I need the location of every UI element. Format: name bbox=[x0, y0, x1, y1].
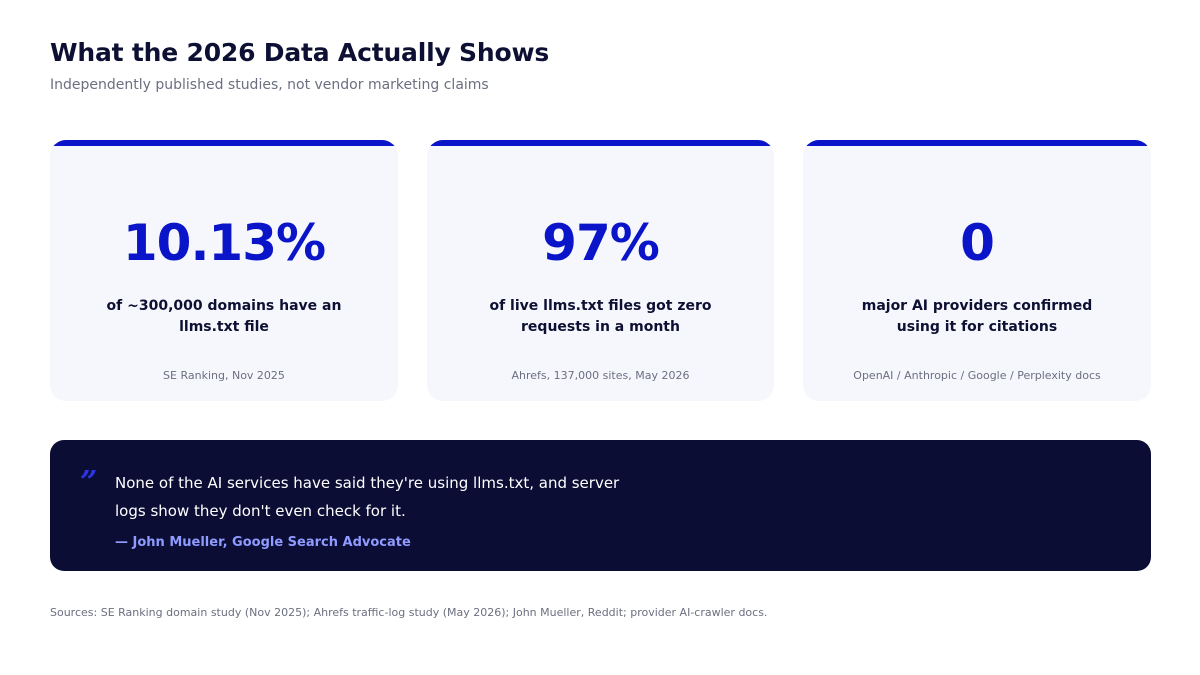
stat-value: 0 bbox=[960, 214, 995, 272]
quote-text: None of the AI services have said they'r… bbox=[115, 474, 620, 520]
page-title: What the 2026 Data Actually Shows bbox=[50, 38, 550, 67]
stat-source: SE Ranking, Nov 2025 bbox=[163, 369, 285, 382]
stat-card-accent-bar bbox=[803, 140, 1151, 146]
stat-card-providers: 0 major AI providers confirmed using it … bbox=[803, 140, 1151, 401]
stat-source: OpenAI / Anthropic / Google / Perplexity… bbox=[853, 369, 1101, 382]
stat-value: 10.13% bbox=[122, 214, 326, 272]
quote-panel: ” None of the AI services have said they… bbox=[50, 440, 1151, 571]
stat-source: Ahrefs, 137,000 sites, May 2026 bbox=[511, 369, 690, 382]
stat-description: of ~300,000 domains have an llms.txt fil… bbox=[106, 298, 342, 335]
stat-value: 97% bbox=[542, 214, 660, 272]
page-subtitle: Independently published studies, not ven… bbox=[50, 77, 489, 93]
stat-description: of live llms.txt files got zero requests… bbox=[489, 298, 712, 335]
stat-description: major AI providers confirmed using it fo… bbox=[861, 298, 1093, 335]
stat-card-domains: 10.13% of ~300,000 domains have an llms.… bbox=[50, 140, 398, 401]
stat-card-accent-bar bbox=[427, 140, 774, 146]
quote-author: — John Mueller, Google Search Advocate bbox=[115, 535, 411, 550]
stat-card-requests: 97% of live llms.txt files got zero requ… bbox=[427, 140, 774, 401]
sources-footnote: Sources: SE Ranking domain study (Nov 20… bbox=[50, 606, 768, 619]
quote-mark-icon: ” bbox=[80, 465, 98, 500]
stat-card-accent-bar bbox=[50, 140, 398, 146]
